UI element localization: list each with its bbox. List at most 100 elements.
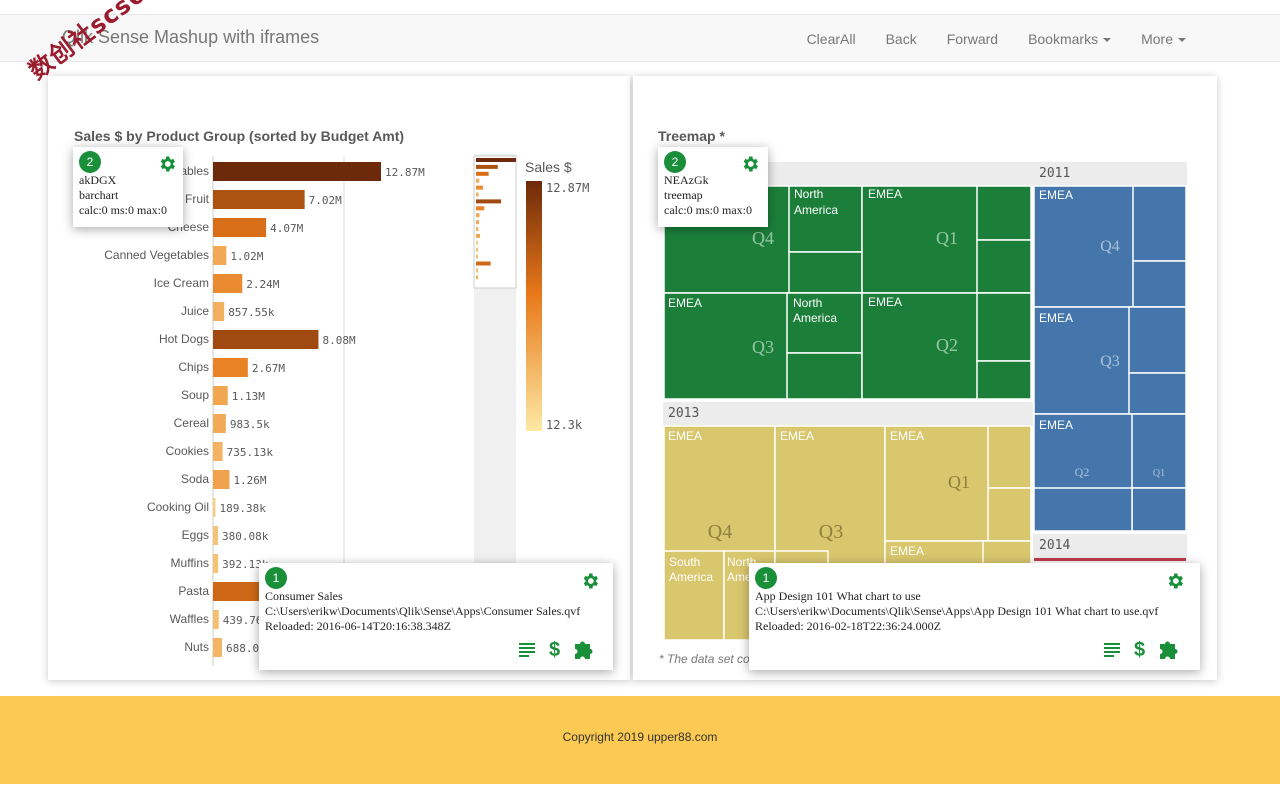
treemap-region-label: EMEA xyxy=(780,429,814,443)
bar xyxy=(213,330,319,349)
object-badge: 2 xyxy=(79,151,101,173)
object-id: akDGX xyxy=(79,173,117,187)
minichart-bar xyxy=(476,233,480,238)
bar-value-label: 8.08M xyxy=(322,334,355,347)
app-name: App Design 101 What chart to use xyxy=(755,589,921,603)
gear-icon[interactable] xyxy=(1165,571,1185,591)
treemap-quarter-label: Q4 xyxy=(708,521,732,543)
treemap-region-label: America xyxy=(669,570,713,584)
treemap-region-label: EMEA xyxy=(668,429,702,443)
minichart-bar xyxy=(476,220,480,225)
footer: Copyright 2019 upper88.com xyxy=(0,696,1280,784)
treemap-region-label: EMEA xyxy=(1039,418,1073,432)
treemap-region-label: EMEA xyxy=(868,295,902,309)
bar-category-label: Chips xyxy=(178,360,209,374)
treemap-title: Treemap * xyxy=(658,128,725,144)
gear-icon[interactable] xyxy=(740,154,760,174)
treemap-cell xyxy=(786,352,863,400)
bar-value-label: 983.5k xyxy=(230,418,270,431)
treemap-cell xyxy=(788,185,863,253)
nav-back[interactable]: Back xyxy=(885,31,917,47)
list-icon[interactable] xyxy=(517,639,537,659)
app-reloaded: Reloaded: 2016-06-14T20:16:38.348Z xyxy=(265,619,451,633)
bar-value-label: 735.13k xyxy=(227,446,274,459)
treemap-region-label: EMEA xyxy=(668,296,702,310)
minichart-viewport xyxy=(473,155,517,289)
minichart-bar xyxy=(476,268,478,273)
nav-clearall[interactable]: ClearAll xyxy=(806,31,856,47)
nav-forward[interactable]: Forward xyxy=(946,31,999,47)
minichart-bar xyxy=(476,254,478,259)
treemap-quarter-label: Q1 xyxy=(1153,468,1165,479)
treemap-cell xyxy=(1034,558,1186,561)
dollar-icon[interactable]: $ xyxy=(1130,639,1150,659)
bar-category-label: Cookies xyxy=(166,444,209,458)
minichart-bar xyxy=(476,206,485,211)
minichart-bar xyxy=(476,227,479,231)
treemap-quarter-label: Q1 xyxy=(948,472,970,492)
object-badge: 2 xyxy=(664,151,686,173)
bar-value-label: 4.07M xyxy=(270,222,303,235)
treemap-region-label: South xyxy=(669,555,700,569)
object-type: treemap xyxy=(664,188,703,202)
treemap-cell xyxy=(1131,487,1187,532)
treemap-panel: Treemap * 2011 North America Q4 EMEA Q1 EMEA No… xyxy=(633,76,1217,680)
treemap-cell xyxy=(1033,487,1133,532)
minichart-bar xyxy=(476,164,498,169)
treemap-region-label: EMEA xyxy=(868,187,902,201)
bar xyxy=(213,414,226,433)
bar xyxy=(213,190,305,209)
list-icon[interactable] xyxy=(1102,639,1122,659)
object-calc: calc:0 ms:0 max:0 xyxy=(664,203,752,217)
bar xyxy=(213,246,227,265)
nav-more-label: More xyxy=(1141,31,1173,47)
gear-icon[interactable] xyxy=(157,154,177,174)
treemap-region-label: EMEA xyxy=(890,429,924,443)
treemap-cell xyxy=(786,292,863,354)
app-info-tooltip: 1 Consumer Sales C:\Users\erikw\Document… xyxy=(259,563,613,670)
treemap-group-label: 2014 xyxy=(1039,538,1070,553)
minichart-bar xyxy=(476,171,489,176)
nav-bookmarks[interactable]: Bookmarks xyxy=(1028,31,1112,47)
puzzle-icon[interactable] xyxy=(573,639,595,659)
treemap-quarter-label: Q4 xyxy=(752,228,774,248)
bar-value-label: 1.13M xyxy=(232,390,265,403)
bar-category-label: Cereal xyxy=(174,416,209,430)
minichart-bar xyxy=(476,185,483,190)
app-badge: 1 xyxy=(265,567,287,589)
object-calc: calc:0 ms:0 max:0 xyxy=(79,203,167,217)
treemap-cell xyxy=(987,425,1032,489)
bar xyxy=(213,526,218,545)
treemap-cell xyxy=(1128,372,1187,415)
nav-more[interactable]: More xyxy=(1141,31,1186,47)
caret-down-icon xyxy=(1178,38,1186,43)
bar-category-label: Hot Dogs xyxy=(159,332,209,346)
treemap-quarter-label: Q3 xyxy=(819,521,843,543)
brand-title[interactable]: Qlik Sense Mashup with iframes xyxy=(62,27,320,47)
puzzle-icon[interactable] xyxy=(1158,639,1180,659)
gear-icon[interactable] xyxy=(580,571,600,591)
treemap-group-header xyxy=(663,402,1033,426)
bar-value-label: 2.24M xyxy=(246,278,279,291)
treemap-group-header xyxy=(1033,162,1187,186)
bar-category-label: Soup xyxy=(181,388,209,402)
legend-colorbar xyxy=(526,181,542,431)
treemap-region-label: EMEA xyxy=(1039,188,1073,202)
bar xyxy=(213,554,219,573)
treemap-cell xyxy=(987,487,1032,542)
bar-value-label: 1.26M xyxy=(233,474,266,487)
object-info-tooltip: 2 akDGX barchart calc:0 ms:0 max:0 xyxy=(73,147,183,227)
svg-text:$: $ xyxy=(549,639,560,659)
bar xyxy=(213,498,216,517)
dollar-icon[interactable]: $ xyxy=(545,639,565,659)
treemap-cell xyxy=(1128,306,1187,374)
legend-max-label: 12.87M xyxy=(546,181,589,195)
app-path: C:\Users\erikw\Documents\Qlik\Sense\Apps… xyxy=(755,604,1159,618)
treemap-region-label: America xyxy=(793,311,837,325)
minichart-bar xyxy=(476,275,479,280)
app-info-tooltip: 1 App Design 101 What chart to use C:\Us… xyxy=(749,563,1200,670)
app-badge: 1 xyxy=(755,567,777,589)
minichart-bar xyxy=(476,261,491,266)
minichart-bar xyxy=(476,178,480,183)
app-actions: $ xyxy=(1102,639,1180,659)
